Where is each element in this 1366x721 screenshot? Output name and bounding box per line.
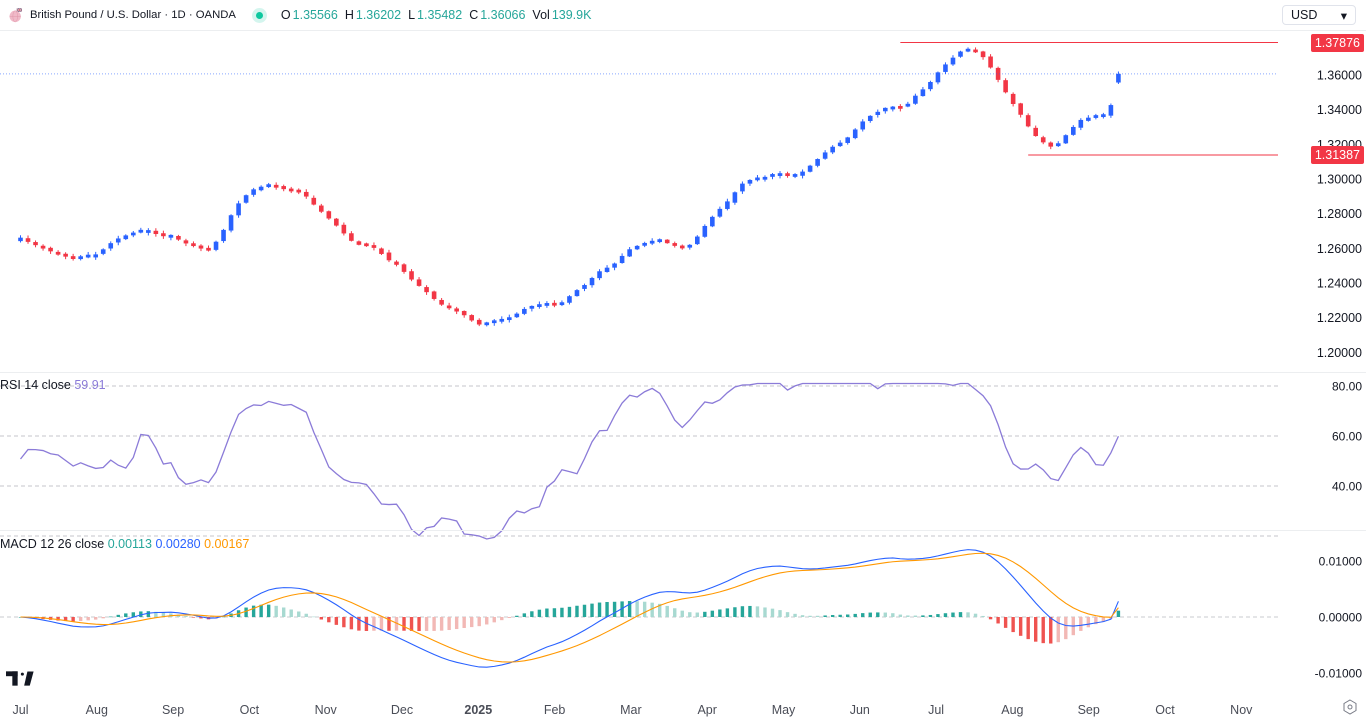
svg-text:Feb: Feb <box>544 703 566 717</box>
svg-text:Oct: Oct <box>1155 703 1175 717</box>
svg-text:0.00000: 0.00000 <box>1319 611 1363 625</box>
svg-text:1.24000: 1.24000 <box>1317 277 1362 291</box>
svg-text:2025: 2025 <box>464 703 492 717</box>
svg-text:Sep: Sep <box>1078 703 1100 717</box>
svg-text:May: May <box>772 703 796 717</box>
svg-text:Jul: Jul <box>13 703 29 717</box>
svg-text:0.01000: 0.01000 <box>1319 555 1363 569</box>
svg-text:Aug: Aug <box>86 703 108 717</box>
svg-text:1.34000: 1.34000 <box>1317 103 1362 117</box>
svg-text:Apr: Apr <box>697 703 716 717</box>
svg-text:1.26000: 1.26000 <box>1317 242 1362 256</box>
svg-text:Aug: Aug <box>1001 703 1023 717</box>
svg-text:60.00: 60.00 <box>1332 430 1362 444</box>
svg-text:Oct: Oct <box>240 703 260 717</box>
svg-text:1.22000: 1.22000 <box>1317 311 1362 325</box>
svg-text:Dec: Dec <box>391 703 413 717</box>
svg-text:Nov: Nov <box>1230 703 1253 717</box>
svg-text:80.00: 80.00 <box>1332 380 1362 394</box>
svg-text:1.20000: 1.20000 <box>1317 346 1362 360</box>
svg-text:Mar: Mar <box>620 703 642 717</box>
svg-text:Nov: Nov <box>315 703 338 717</box>
svg-text:1.28000: 1.28000 <box>1317 207 1362 221</box>
svg-text:40.00: 40.00 <box>1332 480 1362 494</box>
svg-text:1.30000: 1.30000 <box>1317 173 1362 187</box>
svg-text:-0.01000: -0.01000 <box>1315 667 1363 681</box>
svg-text:Sep: Sep <box>162 703 184 717</box>
svg-text:Jun: Jun <box>850 703 870 717</box>
svg-text:Jul: Jul <box>928 703 944 717</box>
svg-text:1.36000: 1.36000 <box>1317 69 1362 83</box>
